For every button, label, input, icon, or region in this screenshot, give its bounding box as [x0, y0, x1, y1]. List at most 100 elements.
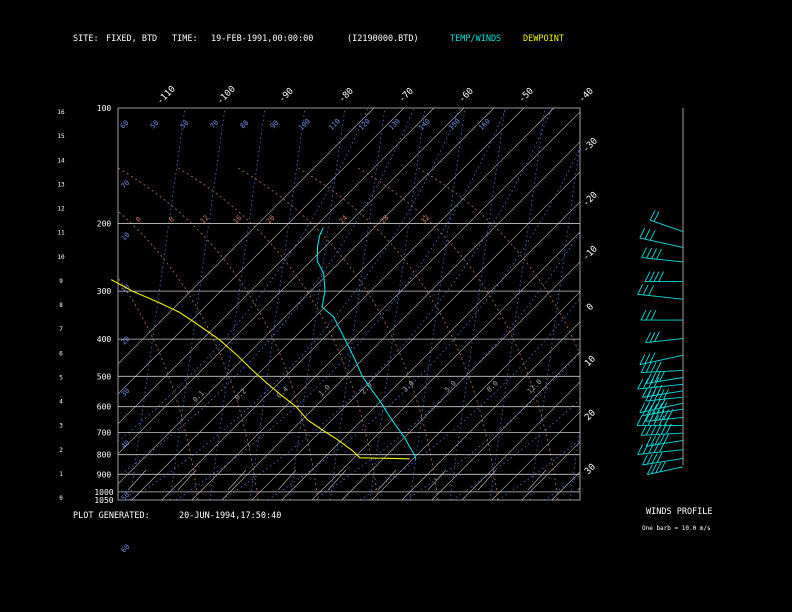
pressure-tick-label: 100 — [97, 104, 112, 113]
wind-barb-flag — [649, 271, 655, 282]
wind-barb — [641, 369, 684, 374]
wind-barb-flag — [650, 361, 657, 373]
plot-generated-value: 20-JUN-1994,17:50:40 — [179, 511, 281, 521]
mixing-ratio-top-label: 100 — [297, 117, 312, 132]
auxiliary-lines — [78, 108, 792, 500]
background-tick — [277, 469, 297, 491]
isotherm-line — [118, 108, 465, 455]
winds-profile — [636, 108, 684, 476]
background-tick — [127, 469, 147, 491]
wind-barb-flag — [654, 434, 661, 446]
wind-barb-flag — [645, 424, 652, 436]
winds-profile-title: WINDS PROFILE — [646, 507, 713, 517]
wind-barb-flag — [655, 361, 662, 373]
wind-barb-flag — [663, 388, 669, 400]
axis-labels: 1002003004005006007008009001000105001234… — [57, 84, 599, 554]
isotherm-top-label: -100 — [215, 84, 237, 106]
wind-barb-flag — [650, 435, 657, 446]
isotherm-right-label: 20 — [583, 408, 598, 423]
wind-barb — [646, 377, 684, 384]
wind-barb — [645, 396, 684, 402]
wind-barb-flag — [646, 247, 653, 259]
wind-barb-flag — [654, 331, 660, 342]
moist-adiabat-label: 8.0 — [485, 379, 500, 394]
site-value: FIXED, BTD — [106, 34, 157, 44]
isotherm-line — [642, 108, 792, 500]
isotherm-line — [431, 351, 580, 500]
wind-barb-flag — [651, 248, 657, 259]
dry-adiabat-label: 24 — [338, 214, 350, 226]
isotherm-line — [118, 108, 375, 365]
pressure-tick-label: 900 — [97, 470, 112, 479]
background-tick — [78, 470, 96, 490]
isotherm-right-label: 30 — [583, 462, 598, 477]
dry-adiabat-line — [177, 167, 379, 500]
dry-adiabat-label: 0 — [134, 215, 143, 224]
moist-adiabat-line — [543, 474, 580, 500]
height-tick-label: 4 — [59, 399, 63, 406]
wind-barb-flag — [642, 378, 649, 389]
wind-barb — [641, 432, 684, 436]
wind-barb-flag — [644, 271, 651, 282]
wind-barb-flag — [642, 284, 649, 296]
height-tick-label: 6 — [59, 350, 63, 357]
mixing-ratio-top-label: 160 — [477, 117, 492, 132]
height-tick-label: 12 — [57, 206, 65, 213]
background-tick — [628, 470, 646, 490]
wind-barb-flag — [656, 452, 663, 463]
height-tick-label: 0 — [59, 495, 63, 502]
plot-frame — [117, 107, 581, 501]
mixing-ratio-line — [489, 108, 546, 500]
height-tick-label: 10 — [57, 254, 65, 261]
background-tick — [377, 469, 397, 491]
wind-barb-flag — [646, 453, 653, 465]
temperature-line — [316, 227, 417, 459]
isotherm-right-label: -20 — [581, 190, 600, 209]
wind-barb — [637, 449, 684, 455]
wind-barb-flag — [642, 454, 648, 466]
wind-barb — [641, 257, 684, 263]
moist-adiabat-line — [497, 439, 580, 500]
pressure-tick-label: 400 — [97, 335, 112, 344]
isotherm-line — [341, 261, 580, 500]
wind-barb — [646, 439, 684, 447]
dry-adiabat-line — [118, 167, 319, 500]
dry-adiabat-line — [118, 277, 199, 500]
isotherm-line — [161, 108, 555, 500]
pressure-tick-label: 600 — [97, 403, 112, 412]
mixing-ratio-top-label: 140 — [417, 117, 432, 132]
wind-barb — [649, 219, 684, 232]
background-tick — [527, 469, 547, 491]
mixing-ratio-line — [409, 108, 466, 500]
wind-barb-flag — [645, 373, 652, 384]
mixing-ratio-left-label: 10 — [120, 231, 132, 243]
wind-barb-flag — [659, 371, 665, 382]
mixing-ratio-left-label: 60 — [120, 543, 132, 555]
wind-barb — [639, 402, 684, 414]
wind-barb-flag — [637, 444, 644, 455]
mixing-ratio-top-label: 80 — [239, 119, 251, 131]
isotherm-top-label: -50 — [517, 86, 536, 105]
isotherm-top-label: -60 — [457, 86, 476, 105]
isotherm-top-label: -40 — [577, 86, 596, 105]
wind-barb-flag — [648, 285, 654, 296]
height-tick-label: 13 — [57, 181, 65, 188]
wind-barb — [642, 390, 684, 398]
moist-adiabat-label: 0.1 — [191, 389, 206, 404]
plot-generated-label: PLOT GENERATED: — [73, 511, 150, 521]
isotherm-right-label: 0 — [585, 302, 596, 313]
moist-adiabat-line — [590, 108, 792, 500]
dry-adiabat-label: 8 — [167, 215, 176, 224]
isotherm-line — [582, 108, 792, 500]
isotherm-line — [251, 171, 580, 500]
mixing-ratio-line — [329, 108, 386, 500]
isotherm-line — [118, 108, 435, 425]
isotherm-line — [401, 321, 580, 500]
height-tick-label: 2 — [59, 447, 63, 454]
isotherm-top-label: -110 — [155, 84, 177, 106]
mixing-ratio-left-label: 20 — [120, 335, 132, 347]
wind-barb-flag — [663, 433, 670, 444]
wind-barb-flag — [642, 415, 648, 426]
mixing-ratio-top-label: 110 — [327, 117, 342, 132]
isotherm-line — [371, 291, 580, 500]
